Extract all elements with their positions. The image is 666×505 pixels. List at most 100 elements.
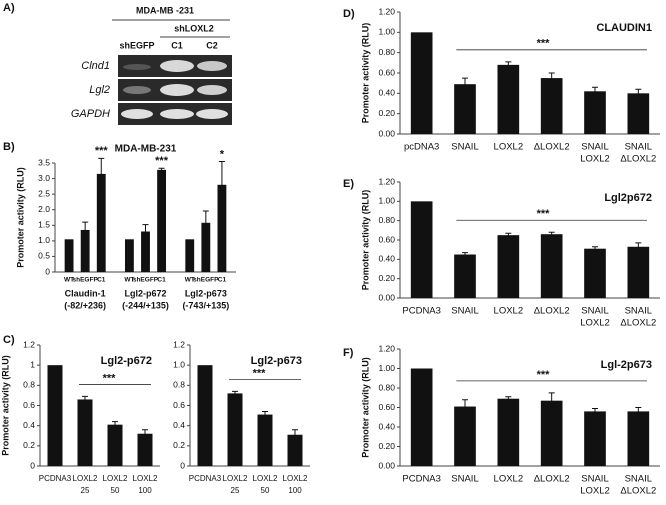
bar <box>627 246 650 298</box>
panel-letter: B) <box>3 141 15 153</box>
error-bar <box>548 392 555 409</box>
x-tick-label: PCDNA3 <box>402 474 441 485</box>
bar <box>454 84 476 134</box>
error-bar <box>635 407 642 416</box>
x-tick-label: LOXL2 <box>133 474 158 483</box>
y-tick-label: 3.0 <box>38 173 50 183</box>
bar <box>540 234 563 298</box>
y-tick-label: 1.2 <box>23 339 35 349</box>
chart-title: Lgl2-p672 <box>101 355 152 367</box>
y-tick-label: 1.0 <box>38 235 50 245</box>
bar <box>77 399 93 466</box>
significance: *** <box>537 369 551 381</box>
bar-label: WT <box>185 277 195 284</box>
error-bar <box>142 429 148 439</box>
error-bar <box>98 157 105 190</box>
bar <box>497 398 520 466</box>
group-label: Lgl2-p672 <box>124 288 166 298</box>
y-tick-label: 0.5 <box>38 251 50 261</box>
group-label: Lgl2-p673 <box>185 288 227 298</box>
bar <box>227 393 243 466</box>
x-tick-label: SNAIL <box>451 474 478 485</box>
bar-label: C1 <box>218 277 227 284</box>
bar <box>454 406 476 466</box>
error-bar <box>548 231 555 237</box>
x-tick-label: 50 <box>111 486 120 495</box>
bar <box>64 239 74 272</box>
y-tick-label: 0.00 <box>378 128 395 138</box>
panel-letter: C) <box>3 334 15 346</box>
error-bar <box>292 429 298 441</box>
y-tick-label: 0.80 <box>378 215 395 225</box>
x-tick-label: PCDNA3 <box>189 474 222 483</box>
x-tick-label: ΔLOXL2 <box>534 142 570 153</box>
y-tick-label: 0.2 <box>173 440 185 450</box>
error-bar <box>462 77 468 91</box>
error-bar <box>505 61 512 69</box>
y-tick-label: 0.20 <box>378 108 395 118</box>
y-axis-label: Promoter activity (RLU) <box>360 357 370 458</box>
x-tick-label: 25 <box>231 486 240 495</box>
y-tick-label: 1.20 <box>378 176 395 186</box>
x-tick-label: 100 <box>288 486 302 495</box>
x-tick-label: LOXL2 <box>73 474 98 483</box>
y-tick-label: 0 <box>180 460 185 470</box>
x-tick-label: SNAIL <box>451 142 478 153</box>
bar-label: shEGFP <box>73 277 99 284</box>
lane-label: C2 <box>206 40 218 50</box>
x-tick-label: LOXL2 <box>494 306 524 317</box>
bar <box>627 93 650 134</box>
significance: *** <box>537 208 551 220</box>
bar <box>217 184 227 272</box>
y-tick-label: 0.00 <box>378 460 395 470</box>
bar-label: C1 <box>157 277 166 284</box>
group-label: (-244/+135) <box>122 300 169 310</box>
lane-label: C1 <box>171 40 183 50</box>
error-bar <box>232 390 238 396</box>
bar <box>107 424 123 466</box>
bar <box>540 78 563 134</box>
y-axis-label: Promoter activity (RLU) <box>15 167 25 268</box>
y-tick-label: 0.60 <box>378 402 395 412</box>
panel-letter: F) <box>343 347 354 359</box>
y-tick-label: 2.5 <box>38 188 50 198</box>
bar <box>540 400 563 466</box>
y-tick-label: 0.40 <box>378 254 395 264</box>
bar <box>454 254 476 298</box>
x-tick-label: LOXL2 <box>103 474 128 483</box>
gene-label: Clnd1 <box>81 60 110 72</box>
error-bar <box>142 224 149 239</box>
error-bar <box>505 232 512 238</box>
bar <box>201 222 211 272</box>
chart-title: MDA-MB-231 <box>115 144 177 155</box>
panel-letter: D) <box>343 8 355 20</box>
x-tick-label: SNAIL <box>581 474 608 485</box>
y-tick-label: 0.80 <box>378 382 395 392</box>
gel-image <box>118 55 232 125</box>
bar <box>47 365 63 466</box>
y-tick-label: 0.20 <box>378 273 395 283</box>
significance: *** <box>537 38 551 50</box>
x-tick-label: SNAIL <box>451 306 478 317</box>
error-bar <box>505 396 512 402</box>
bar <box>124 239 134 272</box>
x-tick-label: ΔLOXL2 <box>620 154 656 165</box>
x-tick-label: LOXL2 <box>580 154 610 165</box>
bar <box>80 229 90 272</box>
error-bar <box>462 252 468 257</box>
chart-title: Lgl-2p673 <box>601 359 652 371</box>
x-tick-label: LOXL2 <box>494 474 524 485</box>
x-tick-label: ΔLOXL2 <box>620 318 656 329</box>
error-bar <box>218 160 225 209</box>
error-bar <box>82 395 88 403</box>
y-tick-label: 0 <box>45 266 50 276</box>
bar <box>287 434 303 466</box>
y-tick-label: 0 <box>30 460 35 470</box>
y-tick-label: 0.8 <box>23 380 35 390</box>
y-tick-label: 0.60 <box>378 67 395 77</box>
y-tick-label: 0.20 <box>378 441 395 451</box>
y-tick-label: 0.00 <box>378 292 395 302</box>
group-label: Claudin-1 <box>65 288 106 298</box>
bar <box>197 365 213 466</box>
